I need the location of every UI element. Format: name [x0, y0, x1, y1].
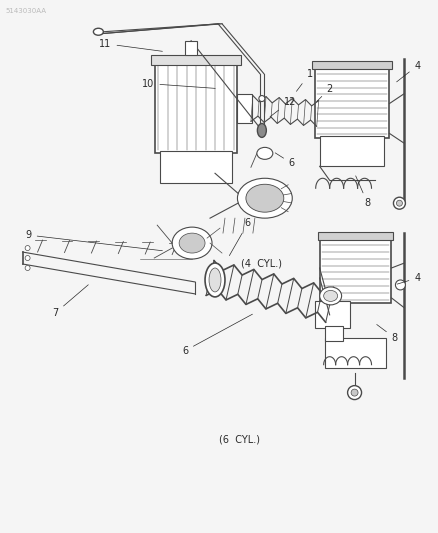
Text: 2: 2 [316, 84, 332, 102]
Text: 12: 12 [269, 96, 295, 117]
Circle shape [392, 197, 404, 209]
Circle shape [25, 265, 30, 270]
Text: 6: 6 [275, 153, 294, 168]
Ellipse shape [93, 28, 103, 35]
Text: 11: 11 [99, 39, 162, 51]
Text: 8: 8 [376, 325, 396, 343]
FancyBboxPatch shape [317, 232, 392, 240]
Ellipse shape [258, 95, 264, 101]
FancyBboxPatch shape [314, 301, 349, 328]
Ellipse shape [323, 290, 337, 301]
Text: 6: 6 [229, 218, 251, 256]
FancyBboxPatch shape [311, 61, 392, 69]
FancyBboxPatch shape [324, 326, 342, 341]
Ellipse shape [205, 263, 224, 297]
Ellipse shape [257, 124, 266, 138]
Text: 8: 8 [355, 176, 370, 208]
Text: 4: 4 [396, 61, 420, 82]
FancyBboxPatch shape [319, 235, 391, 303]
Ellipse shape [179, 233, 205, 253]
Text: 7: 7 [52, 285, 88, 318]
Text: 5143030AA: 5143030AA [6, 8, 46, 14]
FancyBboxPatch shape [319, 136, 384, 166]
Text: 9: 9 [25, 230, 162, 251]
Circle shape [350, 389, 357, 396]
Text: (6  CYL.): (6 CYL.) [218, 434, 259, 444]
Ellipse shape [319, 287, 341, 305]
Text: 4: 4 [396, 273, 420, 284]
Circle shape [395, 280, 404, 290]
FancyBboxPatch shape [160, 151, 231, 183]
Ellipse shape [245, 184, 283, 212]
FancyBboxPatch shape [185, 41, 197, 55]
Ellipse shape [172, 227, 212, 259]
Text: (4  CYL.): (4 CYL.) [240, 259, 281, 269]
Ellipse shape [208, 268, 220, 292]
FancyBboxPatch shape [314, 63, 389, 139]
Ellipse shape [256, 148, 272, 159]
FancyBboxPatch shape [155, 59, 237, 154]
Text: 10: 10 [142, 78, 215, 88]
Circle shape [25, 246, 30, 251]
Circle shape [396, 200, 402, 206]
FancyBboxPatch shape [151, 55, 240, 64]
Ellipse shape [237, 178, 292, 218]
Circle shape [25, 255, 30, 261]
FancyBboxPatch shape [237, 94, 251, 124]
Text: 6: 6 [182, 314, 252, 356]
FancyBboxPatch shape [324, 338, 385, 368]
Text: 1: 1 [296, 69, 312, 91]
Circle shape [347, 385, 361, 400]
